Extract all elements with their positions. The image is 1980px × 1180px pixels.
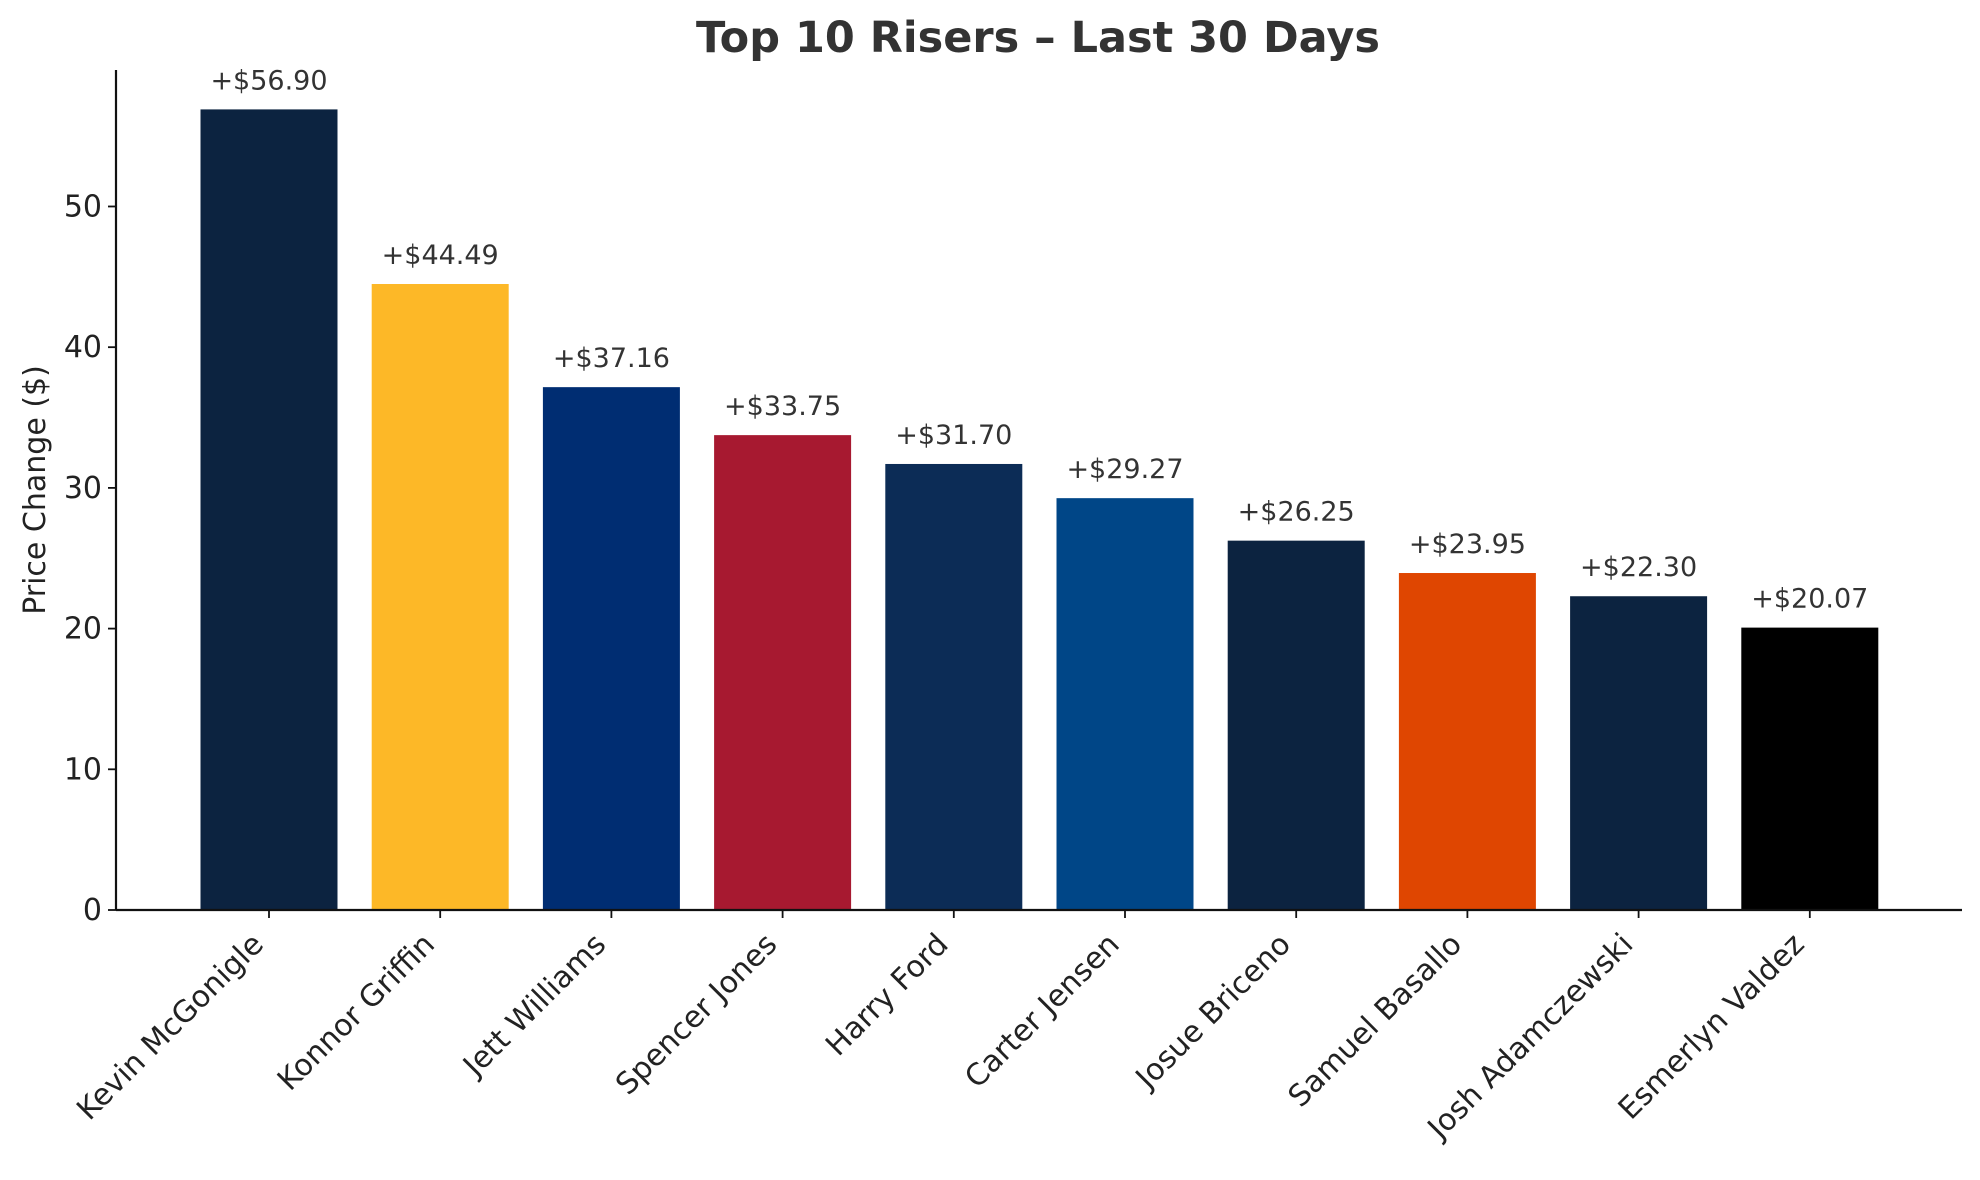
data-label: +$33.75 (724, 391, 841, 422)
data-label: +$44.49 (382, 240, 499, 271)
bar (1056, 498, 1194, 910)
y-axis-label: Price Change ($) (18, 365, 53, 615)
y-tick-label: 40 (64, 330, 102, 365)
bar (1570, 596, 1708, 910)
chart-title: Top 10 Risers – Last 30 Days (696, 13, 1380, 63)
x-tick-label: Harry Ford (819, 927, 955, 1063)
data-label: +$20.07 (1751, 584, 1868, 615)
bar (542, 387, 680, 910)
y-tick-label: 30 (64, 471, 102, 506)
data-label: +$56.90 (210, 65, 327, 96)
bar (200, 109, 338, 910)
bar (885, 463, 1023, 910)
y-tick-label: 20 (64, 612, 102, 647)
data-label: +$22.30 (1580, 552, 1697, 583)
bars-layer (200, 109, 1879, 910)
data-label: +$31.70 (895, 420, 1012, 451)
y-tick-label: 10 (64, 752, 102, 787)
y-tick-label: 0 (83, 893, 102, 928)
bar (1227, 540, 1365, 910)
bar (1741, 627, 1879, 910)
x-tick-label: Kevin McGonigle (70, 927, 270, 1127)
x-ticks-layer: Kevin McGonigle Konnor Griffin Jett Willia… (70, 910, 1811, 1147)
x-tick-label: Samuel Basallo (1282, 927, 1469, 1114)
y-ticks-layer: 0 10 20 30 40 50 (64, 189, 116, 928)
bar (371, 284, 509, 910)
data-label: +$23.95 (1409, 529, 1526, 560)
x-tick-label: Carter Jensen (958, 927, 1126, 1095)
x-tick-label: Konnor Griffin (271, 927, 442, 1098)
data-label: +$29.27 (1066, 454, 1183, 485)
data-labels-layer: +$56.90 +$44.49 +$37.16 +$33.75 +$31.70 +$29.… (210, 65, 1868, 614)
bar (1398, 573, 1536, 910)
x-tick-label: Jett Williams (455, 927, 613, 1085)
bar (714, 435, 852, 910)
y-tick-label: 50 (64, 189, 102, 224)
data-label: +$37.16 (553, 343, 670, 374)
x-tick-label: Esmerlyn Valdez (1612, 927, 1812, 1127)
data-label: +$26.25 (1238, 497, 1355, 528)
x-tick-label: Spencer Jones (609, 927, 784, 1102)
x-tick-label: Josue Briceno (1128, 927, 1298, 1097)
